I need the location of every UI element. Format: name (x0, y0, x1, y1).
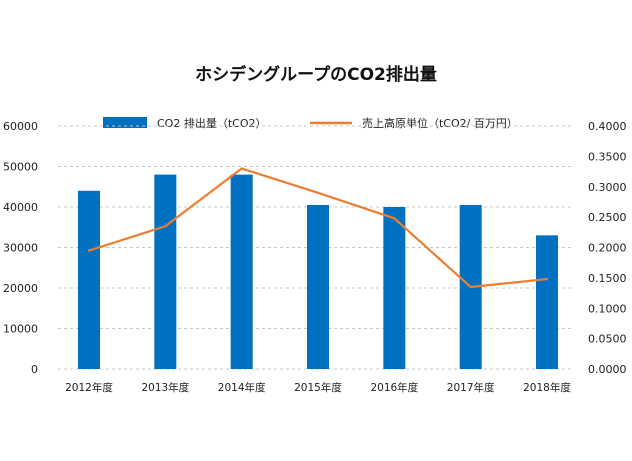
bar-series (78, 174, 558, 369)
bar (154, 174, 177, 369)
bar (230, 174, 253, 369)
x-category-label: 2014年度 (218, 381, 266, 394)
chart-title: ホシデングループのCO2排出量 (195, 64, 437, 85)
line-point (469, 285, 472, 289)
y-left-tick-label: 20000 (3, 282, 38, 295)
y-right-tick-label: 0.3000 (588, 181, 627, 194)
y-left-tick-label: 10000 (3, 323, 38, 336)
y-left-tick-label: 50000 (3, 161, 38, 174)
x-category-label: 2016年度 (370, 381, 418, 394)
x-category-label: 2018年度 (523, 381, 571, 394)
line-series (87, 167, 549, 289)
y-left-tick-label: 30000 (3, 242, 38, 255)
y-right-tick-label: 0.3500 (588, 150, 627, 163)
line-point (87, 249, 91, 252)
legend: CO2 排出量（tCO2） 売上高原単位（tCO2/ 百万円） (103, 116, 518, 130)
line-point (240, 167, 243, 170)
legend-label-bar: CO2 排出量（tCO2） (157, 116, 266, 130)
y-left-tick-label: 0 (31, 363, 38, 376)
x-category-label: 2015年度 (294, 381, 342, 394)
bar (307, 204, 329, 369)
x-axis-categories: 2012年度 2013年度 2014年度 2015年度 2016年度 2017年度 2018… (65, 381, 571, 394)
line-point (316, 191, 320, 195)
y-right-tick-label: 0.4000 (588, 120, 627, 133)
y-axis-right: 0.0000 0.0500 0.1000 0.1500 0.2000 0.2500 0.30… (588, 120, 627, 376)
y-right-tick-label: 0.2500 (588, 211, 627, 224)
y-left-tick-label: 60000 (3, 120, 38, 133)
y-right-tick-label: 0.0500 (588, 333, 627, 346)
y-axis-left: 0 10000 20000 30000 40000 50000 60000 (3, 120, 38, 376)
line-point (164, 225, 167, 228)
bar (78, 190, 100, 369)
bar (383, 207, 406, 369)
legend-label-line: 売上高原単位（tCO2/ 百万円） (362, 116, 518, 130)
y-right-tick-label: 0.1500 (588, 272, 627, 285)
y-right-tick-label: 0.0000 (588, 363, 627, 376)
legend-swatch-bar (103, 117, 147, 128)
x-category-label: 2017年度 (447, 381, 495, 394)
x-category-label: 2013年度 (141, 381, 189, 394)
bar (536, 235, 558, 369)
line-point (545, 277, 549, 281)
y-right-tick-label: 0.1000 (588, 302, 627, 315)
y-right-tick-label: 0.2000 (588, 242, 627, 255)
y-left-tick-label: 40000 (3, 201, 38, 214)
gridlines (58, 125, 572, 370)
line-point (393, 217, 396, 220)
x-category-label: 2012年度 (65, 381, 113, 394)
